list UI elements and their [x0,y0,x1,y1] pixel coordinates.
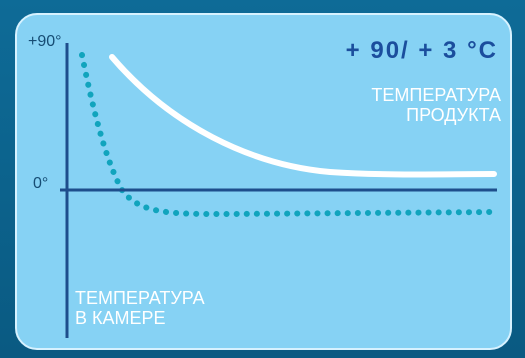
product-temperature-curve [109,54,497,178]
product-label-line1: ТЕМПЕРАТУРА [371,85,501,105]
product-temperature-label: ТЕМПЕРАТУРА ПРОДУКТА [371,85,501,125]
product-label-line2: ПРОДУКТА [406,105,501,125]
temperature-range-headline: + 90/ + 3 °C [345,37,498,64]
y-tick-plus-90: +90° [28,33,62,50]
y-tick-zero: 0° [33,175,49,192]
chamber-temperature-label: ТЕМПЕРАТУРА В КАМЕРЕ [75,288,205,328]
chamber-label-line2: В КАМЕРЕ [75,308,166,328]
diagram-panel [15,13,512,350]
chamber-label-line1: ТЕМПЕРАТУРА [75,288,205,308]
